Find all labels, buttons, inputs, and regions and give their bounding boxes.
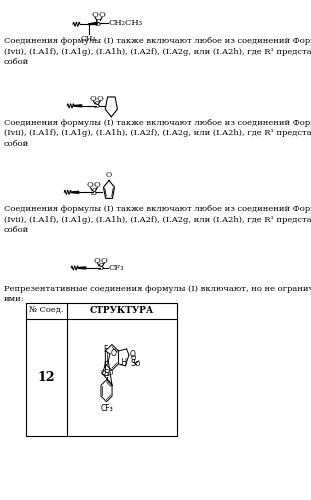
Text: CF₃: CF₃ xyxy=(100,404,113,412)
Text: Репрезентативные соединения формулы (I) включают, но не ограничены только
ими:: Репрезентативные соединения формулы (I) … xyxy=(4,285,311,303)
Text: CH₂CH₃: CH₂CH₃ xyxy=(109,20,142,28)
Polygon shape xyxy=(78,267,86,269)
Text: 12: 12 xyxy=(37,371,55,384)
Text: S: S xyxy=(94,102,100,110)
Polygon shape xyxy=(71,192,79,194)
Text: O: O xyxy=(99,12,105,20)
Text: S: S xyxy=(104,370,109,378)
Text: O: O xyxy=(94,257,101,265)
Text: Соединения формулы (I) также включают любое из соединений Формул (Iv), (Ivi),
(I: Соединения формулы (I) также включают лю… xyxy=(4,37,311,66)
Text: O: O xyxy=(101,257,108,265)
Text: Соединения формулы (I) также включают любое из соединений Формул (Iv), (Ivi),
(I: Соединения формулы (I) также включают лю… xyxy=(4,118,311,148)
Text: F: F xyxy=(103,360,107,370)
Text: CH₃: CH₃ xyxy=(81,35,96,43)
Text: CF₃: CF₃ xyxy=(109,264,124,272)
Polygon shape xyxy=(74,105,82,107)
Text: ,H: ,H xyxy=(119,358,127,368)
Text: O: O xyxy=(97,95,104,103)
Text: S: S xyxy=(91,188,97,197)
Polygon shape xyxy=(130,364,131,365)
Text: O: O xyxy=(87,182,94,190)
Text: Соединения формулы (I) также включают любое из соединений Формул (Iv), (Ivi),
(I: Соединения формулы (I) также включают лю… xyxy=(4,205,311,234)
Text: O: O xyxy=(94,182,101,190)
Polygon shape xyxy=(129,364,130,365)
Bar xyxy=(26,302,177,436)
Text: S: S xyxy=(95,19,102,28)
Text: O: O xyxy=(90,95,97,103)
Polygon shape xyxy=(89,22,97,24)
Text: O: O xyxy=(107,370,113,376)
Text: № Соед.: № Соед. xyxy=(29,306,63,314)
Text: O: O xyxy=(92,12,99,20)
Text: O: O xyxy=(100,370,106,376)
Text: O: O xyxy=(111,350,116,358)
Text: СТРУКТУРА: СТРУКТУРА xyxy=(90,306,154,315)
Text: S: S xyxy=(98,264,104,272)
Text: O: O xyxy=(131,355,136,361)
Text: O: O xyxy=(106,172,112,179)
Text: O: O xyxy=(129,350,135,360)
Text: O: O xyxy=(134,361,140,367)
Text: F: F xyxy=(103,345,107,354)
Text: S: S xyxy=(131,360,136,368)
